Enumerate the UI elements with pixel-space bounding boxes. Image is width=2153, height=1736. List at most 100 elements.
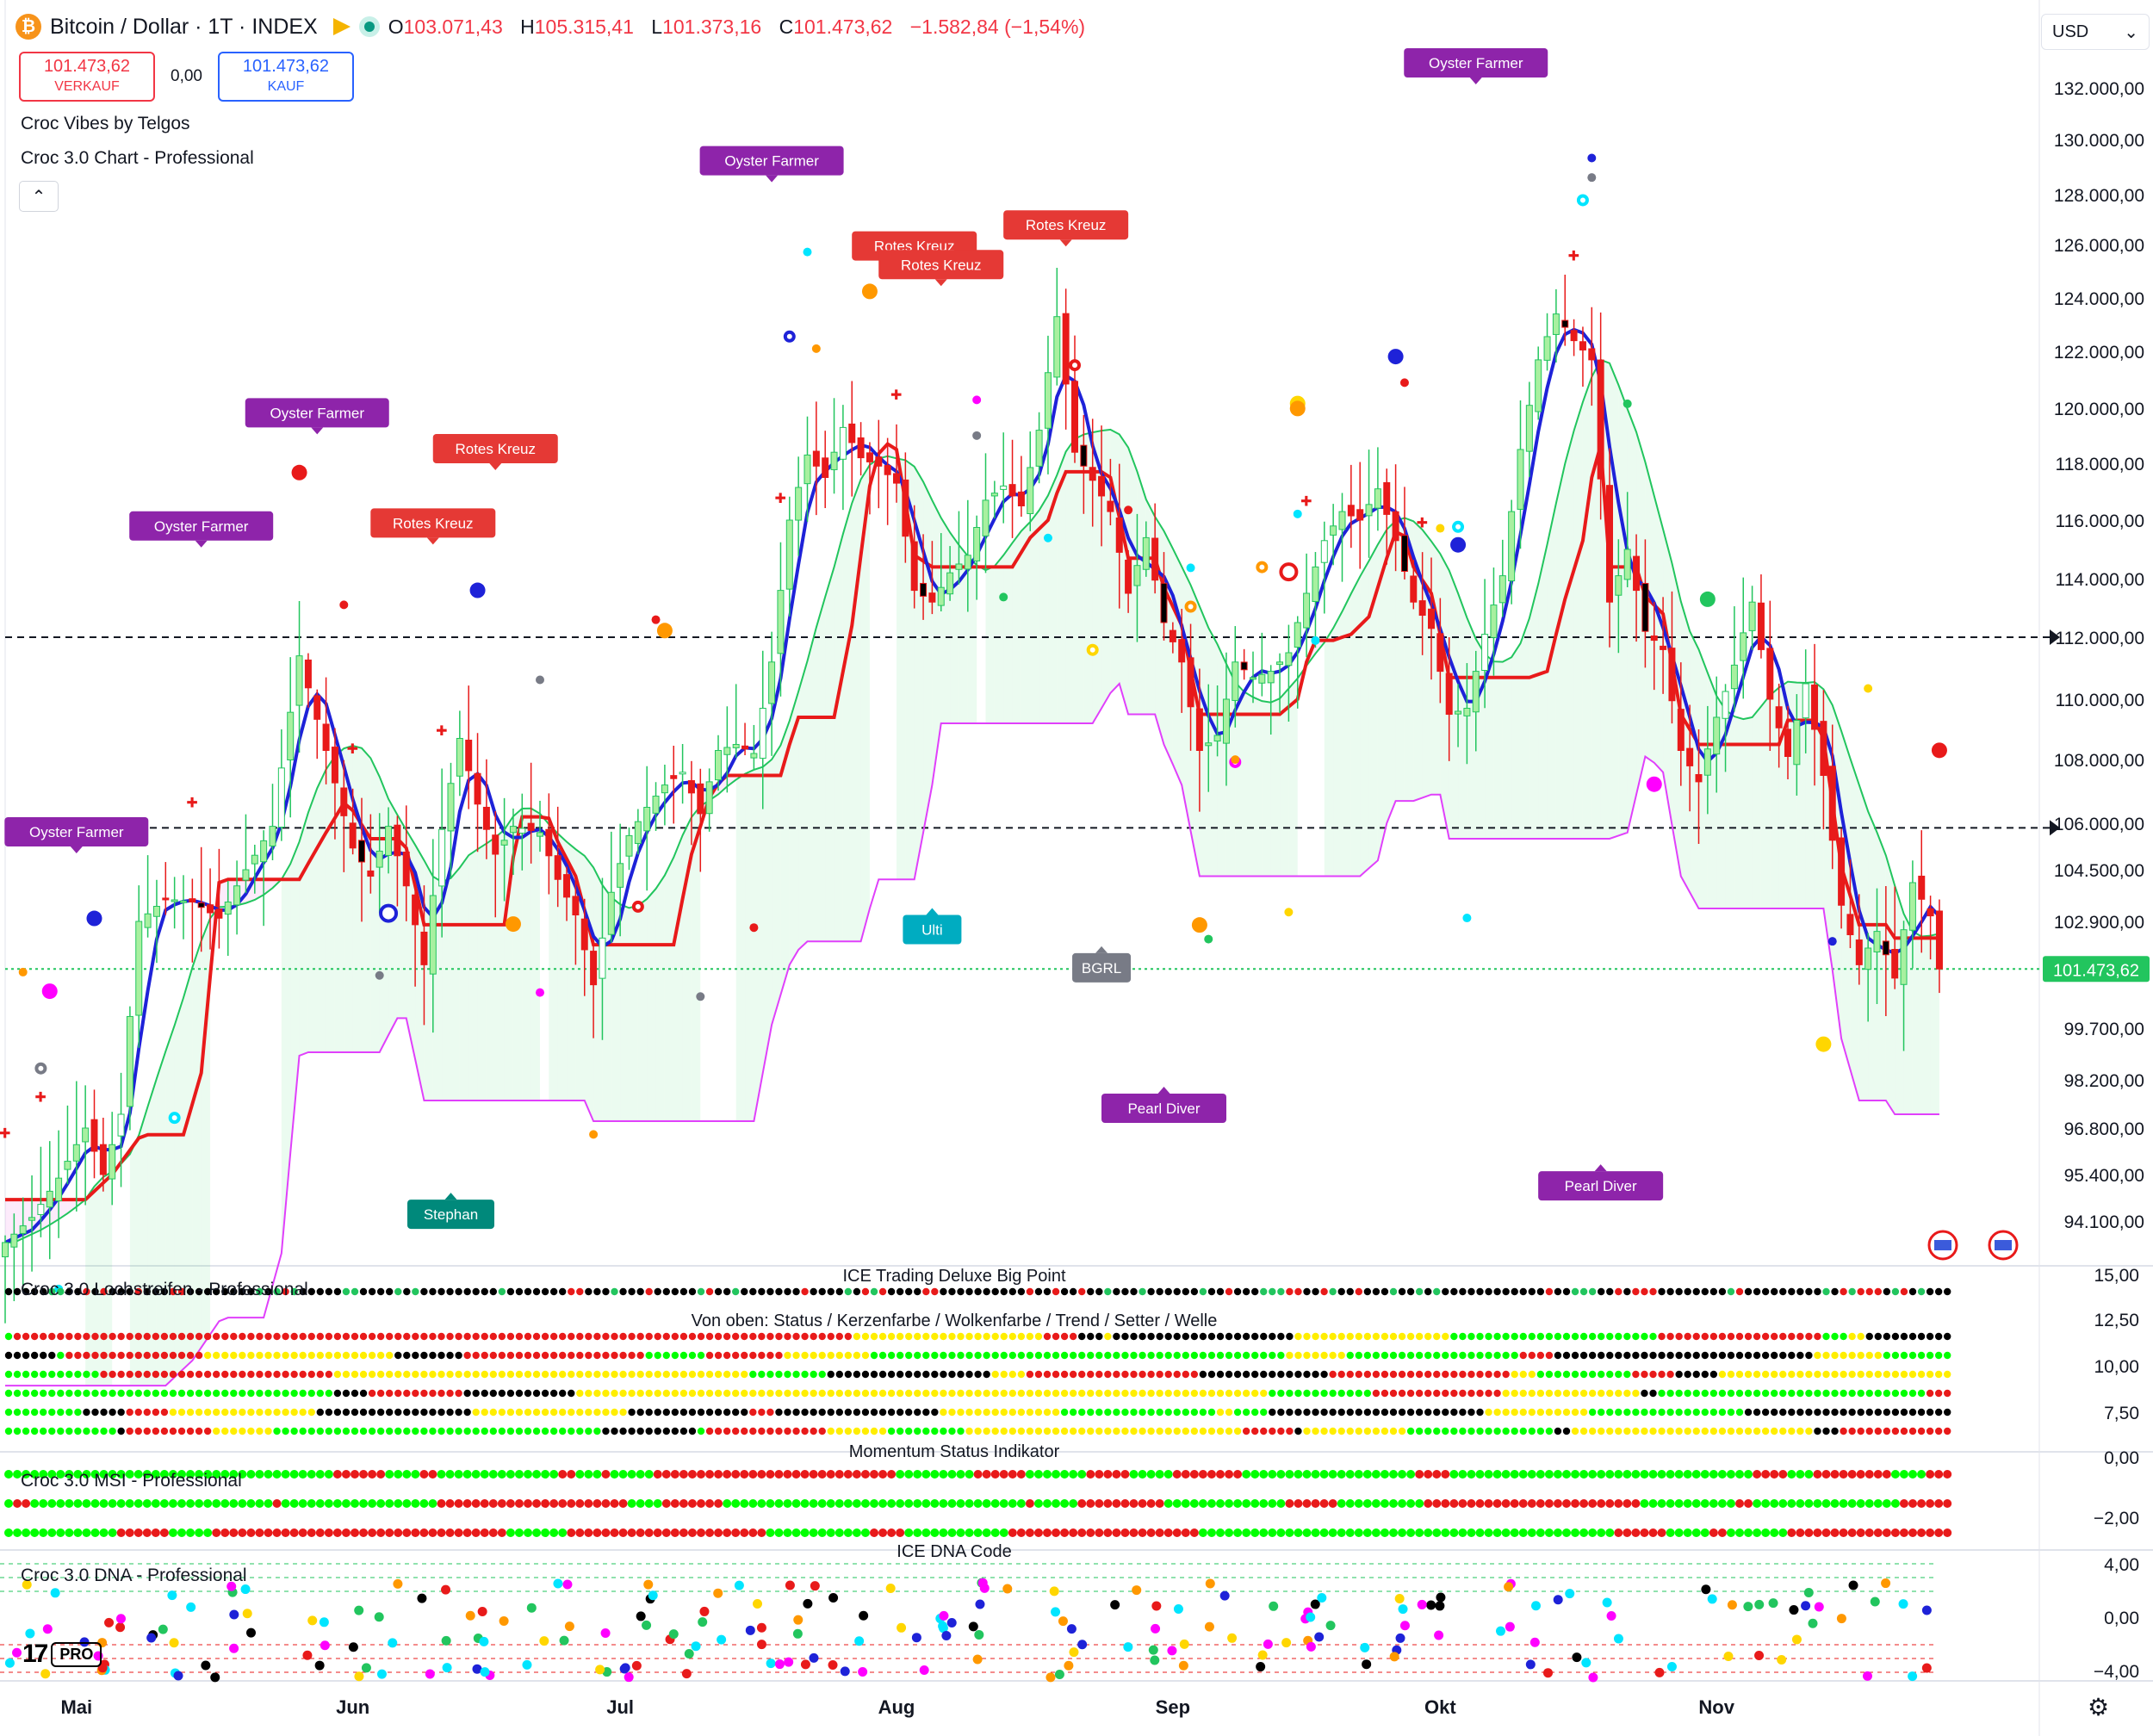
ice-dot	[810, 1389, 817, 1398]
dna-dot	[1553, 1595, 1563, 1605]
ice-dot	[1190, 1332, 1199, 1341]
ice-dot	[1511, 1287, 1518, 1296]
sell-button[interactable]: 101.473,62 VERKAUF	[19, 52, 155, 102]
ice-dot	[1831, 1389, 1839, 1398]
ice-dot	[342, 1427, 351, 1435]
ice-dot	[1536, 1287, 1545, 1296]
ice-dot	[1312, 1408, 1319, 1417]
ice-dot	[1511, 1351, 1518, 1360]
currency-selector[interactable]: USD ⌄	[2041, 14, 2150, 50]
msi-dot	[1225, 1470, 1234, 1479]
ice-dot	[1598, 1427, 1605, 1435]
ice-dot	[1216, 1287, 1225, 1296]
indicator-lochstreifen[interactable]: Croc 3.0 Lochstreifen - Professional	[21, 1280, 308, 1299]
indicator-croc-vibes[interactable]: Croc Vibes by Telgos	[21, 114, 190, 133]
msi-dot	[661, 1470, 671, 1479]
candle	[1828, 766, 1836, 841]
candle	[126, 1015, 133, 1107]
msi-dot	[653, 1499, 662, 1508]
candle	[955, 563, 963, 570]
ice-dot	[732, 1332, 740, 1341]
msi-dot	[687, 1528, 697, 1537]
ice-dot	[1017, 1408, 1026, 1417]
ice-dot	[1164, 1370, 1172, 1379]
ice-dot	[957, 1389, 965, 1398]
ice-dot	[48, 1287, 56, 1296]
ice-dot	[1519, 1408, 1527, 1417]
candle	[1053, 316, 1061, 378]
msi-dot	[731, 1499, 741, 1508]
ice-dot	[169, 1351, 177, 1360]
ice-dot	[749, 1332, 757, 1341]
settings-gear-icon[interactable]: ⚙	[2088, 1694, 2110, 1720]
ice-dot	[1381, 1389, 1389, 1398]
ice-dot	[239, 1408, 246, 1417]
ice-dot	[1060, 1370, 1069, 1379]
dna-dot	[12, 1647, 22, 1658]
dna-dot	[319, 1617, 329, 1628]
ice-dot	[784, 1370, 791, 1379]
msi-dot	[428, 1470, 437, 1479]
ice-dot	[239, 1370, 246, 1379]
red-cross-icon: ✚	[890, 388, 902, 403]
msi-dot	[1163, 1499, 1173, 1508]
ice-dot	[351, 1332, 359, 1341]
candle	[1125, 559, 1132, 594]
dna-dot	[1908, 1671, 1918, 1682]
ice-dot	[455, 1408, 462, 1417]
dna-dot	[911, 1633, 921, 1643]
ice-dot	[1502, 1370, 1510, 1379]
dna-dot	[1204, 1621, 1214, 1632]
dna-dot	[1395, 1633, 1405, 1643]
ice-dot	[1130, 1389, 1138, 1398]
ice-dot	[203, 1389, 212, 1398]
flag-icon[interactable]	[332, 18, 351, 35]
dna-dot	[1768, 1598, 1778, 1609]
ice-dot	[1744, 1332, 1753, 1341]
ice-dot	[766, 1389, 774, 1398]
symbol-title[interactable]: Bitcoin / Dollar · 1T · INDEX	[50, 14, 318, 39]
ice-dot	[1329, 1351, 1337, 1360]
msi-dot	[1415, 1499, 1424, 1508]
dna-dot	[1132, 1585, 1142, 1596]
ice-dot	[1260, 1389, 1268, 1398]
buy-button[interactable]: 101.473,62 KAUF	[217, 52, 354, 102]
ice-dot	[1606, 1427, 1614, 1435]
msi-dot	[1882, 1470, 1891, 1479]
msi-dot	[1319, 1528, 1329, 1537]
indicator-dna[interactable]: Croc 3.0 DNA - Professional	[21, 1566, 247, 1585]
cloud-segment	[1680, 601, 1691, 893]
msi-dot	[1077, 1528, 1087, 1537]
msi-dot	[125, 1528, 134, 1537]
ice-dot	[931, 1351, 939, 1360]
ice-dot	[844, 1408, 853, 1417]
msi-dot	[1597, 1499, 1606, 1508]
ice-dot	[697, 1427, 705, 1435]
ice-dot	[1908, 1287, 1917, 1296]
ice-dot	[351, 1408, 359, 1417]
candle	[1677, 709, 1685, 752]
msi-dot	[1579, 1528, 1589, 1537]
dna-dot	[1058, 1616, 1068, 1627]
ice-dot	[307, 1370, 315, 1379]
symbol-header[interactable]: ₿ Bitcoin / Dollar · 1T · INDEX O103.071…	[16, 14, 1097, 40]
candle	[1205, 742, 1213, 747]
collapse-indicators-button[interactable]: ⌃	[19, 181, 59, 212]
ice-dot	[1406, 1408, 1415, 1417]
ice-dot	[1900, 1351, 1908, 1360]
indicator-croc-chart[interactable]: Croc 3.0 Chart - Professional	[21, 148, 254, 168]
ice-dot	[134, 1427, 142, 1435]
ice-dot	[801, 1351, 809, 1360]
indicator-msi[interactable]: Croc 3.0 MSI - Professional	[21, 1471, 242, 1491]
cloud-segment	[1350, 576, 1361, 877]
ice-dot	[40, 1370, 47, 1379]
candle	[313, 695, 321, 720]
ice-dot	[57, 1370, 65, 1379]
ice-dot	[1744, 1427, 1753, 1435]
msi-dot	[229, 1470, 239, 1479]
signal-box	[1003, 210, 1129, 240]
ice-dot	[1917, 1408, 1926, 1417]
cloud-segment	[807, 627, 816, 942]
ice-dot	[1701, 1389, 1709, 1398]
